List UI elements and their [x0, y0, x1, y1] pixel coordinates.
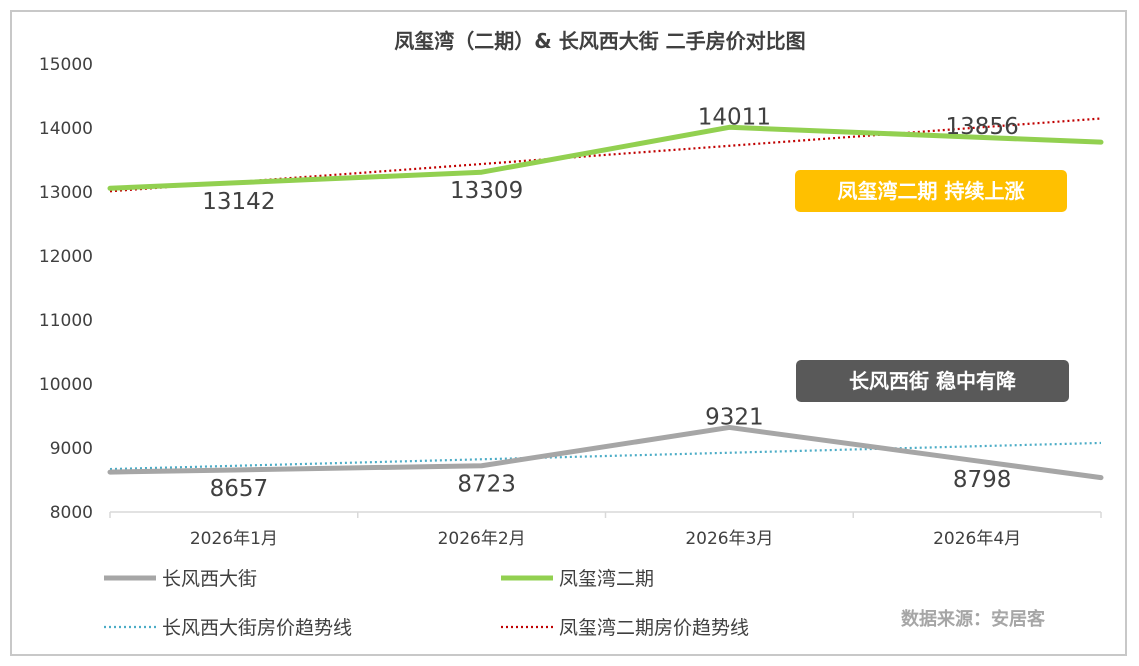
y-axis: 8000 9000 10000 11000 12000 13000 14000 15000 [39, 55, 93, 523]
callout-box [796, 360, 1069, 402]
callout-box [795, 170, 1067, 212]
legend-label: 凤玺湾二期 [559, 568, 654, 590]
x-tick-label: 2026年1月 [190, 529, 278, 549]
x-tick-label: 2026年3月 [685, 529, 773, 549]
y-tick-label: 13000 [39, 183, 93, 203]
y-tick-label: 9000 [50, 439, 93, 459]
series-lines [107, 124, 1104, 481]
x-tick-label: 2026年2月 [438, 529, 526, 549]
data-label: 13309 [450, 178, 523, 204]
y-tick-label: 11000 [39, 311, 93, 331]
data-label: 8657 [210, 476, 269, 502]
data-label: 8723 [457, 472, 516, 498]
x-axis: 2026年1月 2026年2月 2026年3月 2026年4月 [109, 511, 1102, 549]
data-source-note: 数据来源：安居客 [901, 608, 1046, 630]
x-tick-label: 2026年4月 [933, 529, 1021, 549]
chart-title: 凤玺湾（二期）& 长风西大街 二手房价对比图 [394, 29, 805, 53]
data-label: 13856 [946, 114, 1019, 140]
series-line-fengxiwan-phase2 [107, 124, 1104, 191]
trendline-changfeng-west-street [109, 441, 1102, 471]
data-label: 14011 [698, 104, 771, 130]
legend-label: 长风西大街 [162, 568, 257, 590]
legend-label: 凤玺湾二期房价趋势线 [559, 617, 749, 639]
legend-label: 长风西大街房价趋势线 [162, 617, 352, 639]
callout-text: 凤玺湾二期 持续上涨 [838, 179, 1025, 203]
data-label: 8798 [953, 467, 1012, 493]
data-labels: 8657 8723 9321 8798 13142 13309 14011 13856 [202, 104, 1018, 502]
y-tick-label: 14000 [39, 119, 93, 139]
data-label: 9321 [705, 404, 764, 430]
y-tick-label: 15000 [39, 55, 93, 75]
y-tick-label: 10000 [39, 375, 93, 395]
series-line-changfeng-west-street [107, 424, 1104, 481]
callout-text: 长风西街 稳中有降 [849, 369, 1017, 393]
y-tick-label: 12000 [39, 247, 93, 267]
y-tick-label: 8000 [50, 503, 93, 523]
data-label: 13142 [202, 189, 275, 215]
chart-frame [10, 10, 1127, 656]
